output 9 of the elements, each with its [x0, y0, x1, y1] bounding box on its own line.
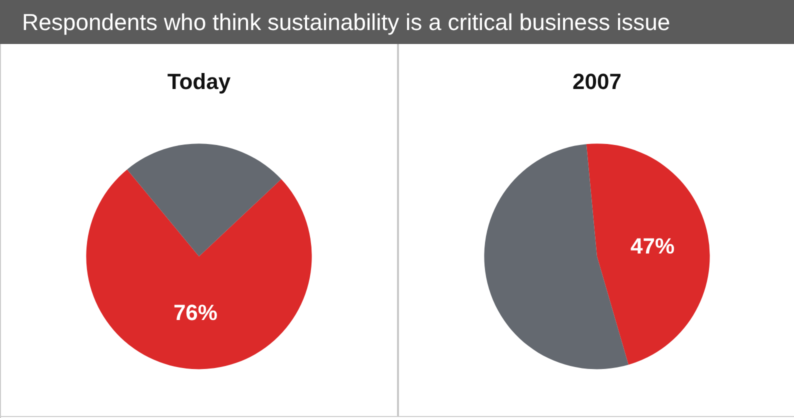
data-label: 47%: [630, 233, 675, 258]
data-label: 76%: [173, 300, 218, 326]
pie-slice: [586, 144, 710, 365]
chart-title: Today: [167, 69, 232, 94]
chart-title: 2007: [572, 69, 622, 94]
pie-slice: [127, 144, 282, 256]
pie-slice: [484, 144, 628, 370]
text: Respondents who think sustainability is a critical business issue: [0, 0, 794, 44]
pie-slice: [86, 169, 312, 370]
